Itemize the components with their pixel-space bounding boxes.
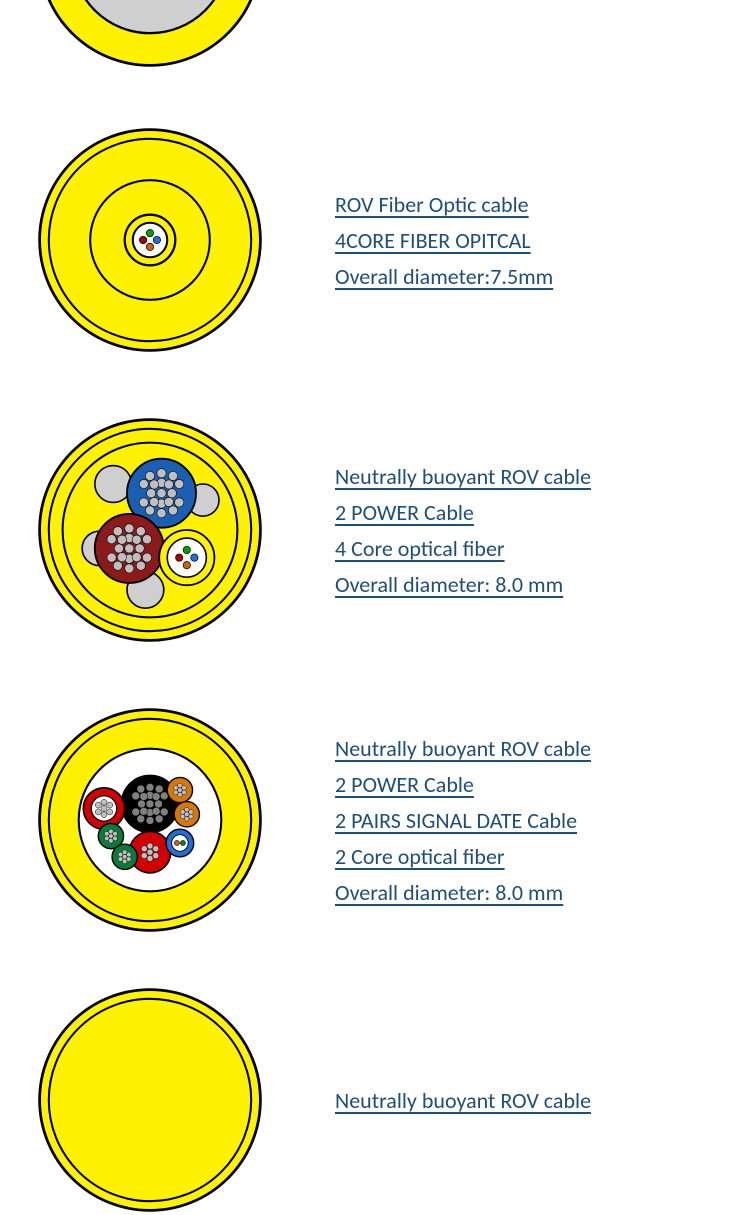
spec-line: 2 Core optical fiber: [335, 840, 505, 874]
spec-line: 2 PAIRS SIGNAL DATE Cable: [335, 804, 577, 838]
cable-diagram-4: [35, 985, 265, 1215]
cable-row-4: Neutrally buoyant ROV cable: [0, 985, 750, 1215]
cable-row-2: Neutrally buoyant ROV cable 2 POWER Cabl…: [0, 415, 750, 645]
spec-line: Neutrally buoyant ROV cable: [335, 732, 591, 766]
spec-line: Neutrally buoyant ROV cable: [335, 1084, 591, 1118]
spec-line: 2 POWER Cable: [335, 768, 474, 802]
spec-line: 4CORE FIBER OPITCAL: [335, 224, 531, 258]
spec-line: Overall diameter: 8.0 mm: [335, 568, 563, 602]
cable-diagram-0: [35, 0, 265, 70]
cable-row-3: Neutrally buoyant ROV cable 2 POWER Cabl…: [0, 705, 750, 935]
cable-row-0: [0, 0, 750, 70]
spec-line: 4 Core optical fiber: [335, 532, 505, 566]
spec-line: Neutrally buoyant ROV cable: [335, 460, 591, 494]
cable-caption-1: ROV Fiber Optic cable 4CORE FIBER OPITCA…: [335, 184, 750, 296]
cable-diagram-1: [35, 125, 265, 355]
spec-line: 2 POWER Cable: [335, 496, 474, 530]
spec-line: Overall diameter: 8.0 mm: [335, 876, 563, 910]
cable-row-1: ROV Fiber Optic cable 4CORE FIBER OPITCA…: [0, 125, 750, 355]
cable-caption-2: Neutrally buoyant ROV cable 2 POWER Cabl…: [335, 456, 750, 604]
spec-line: Overall diameter:7.5mm: [335, 260, 553, 294]
cable-diagram-2: [35, 415, 265, 645]
cable-caption-4: Neutrally buoyant ROV cable: [335, 1080, 750, 1120]
spec-line: ROV Fiber Optic cable: [335, 188, 529, 222]
cable-diagram-3: [35, 705, 265, 935]
cable-caption-3: Neutrally buoyant ROV cable 2 POWER Cabl…: [335, 728, 750, 912]
